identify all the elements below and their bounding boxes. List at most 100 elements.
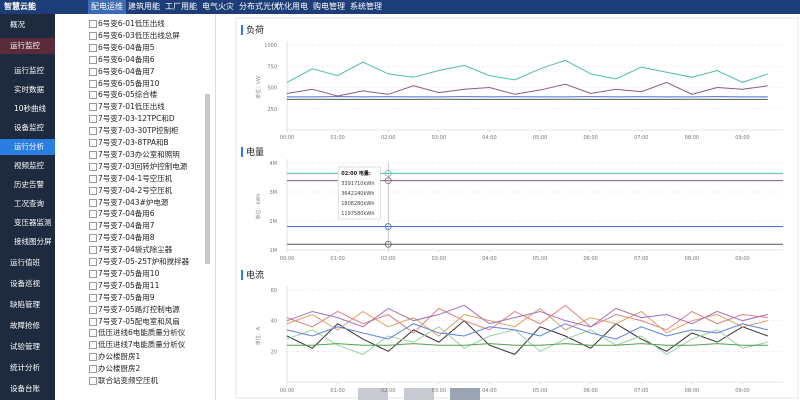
tree-item[interactable]: 7号变7-05备用9 (98, 292, 155, 302)
checkbox[interactable] (89, 139, 97, 147)
x-tick-label: 01:00 (330, 135, 344, 141)
top-bar: 智慧云能 配电运维 建筑用能 工厂用能 电气火灾 分布式光伏 优化用电 购电管理 系统管理 (0, 0, 800, 14)
checkbox[interactable] (89, 150, 97, 159)
menu-item[interactable]: 统计分析 (10, 363, 40, 372)
sub-menu-item[interactable]: 运行监控 (14, 66, 44, 75)
checkbox[interactable] (89, 377, 97, 385)
checkbox[interactable] (89, 127, 97, 136)
tree-item[interactable]: 7号变7-05-25T炉和搅拌器 (98, 257, 190, 266)
menu-item[interactable]: 概况 (10, 20, 25, 29)
checkbox[interactable] (89, 31, 97, 40)
menu-item[interactable]: 运行监控 (0, 38, 55, 54)
tree-item[interactable]: 6号变6-03低压出线总屏 (98, 30, 180, 40)
sub-menu-item[interactable]: 历史告警 (14, 180, 44, 189)
checkbox[interactable] (89, 103, 97, 112)
checkbox[interactable] (89, 186, 97, 195)
menu-item[interactable]: 故障抢修 (10, 321, 40, 330)
tree-item[interactable]: 7号变7-04袋式除尘器 (98, 245, 173, 255)
nav-tab[interactable]: 工厂用能 (165, 2, 197, 11)
nav-tab[interactable]: 建筑用能 (128, 2, 160, 11)
tree-item[interactable]: 6号变6-04备用6 (98, 54, 155, 64)
checkbox[interactable] (89, 115, 97, 124)
tree-item[interactable]: 7号变7-03回转炉控制电源 (98, 161, 188, 171)
checkbox[interactable] (89, 20, 97, 28)
tree-item[interactable]: 联合站变频空压机 (98, 376, 158, 385)
tree-item[interactable]: 7号变7-04备用8 (98, 233, 155, 243)
toolbar-button[interactable] (450, 388, 480, 400)
menu-item[interactable]: 缺陷管理 (10, 300, 40, 309)
sub-menu-item[interactable]: 工况查询 (14, 199, 44, 208)
checkbox[interactable] (89, 79, 97, 88)
tree-item[interactable]: 7号变7-05路灯控制电源 (98, 304, 180, 314)
checkbox[interactable] (89, 293, 97, 302)
tree-item[interactable]: 6号变6-05备用10 (98, 78, 160, 88)
x-tick-label: 02:00 (381, 256, 395, 262)
checkbox[interactable] (89, 341, 97, 350)
checkbox[interactable] (89, 305, 97, 314)
nav-tab[interactable]: 购电管理 (313, 2, 345, 11)
nav-tab[interactable]: 分布式光伏 (239, 2, 279, 11)
menu-item[interactable]: 设备台账 (10, 384, 40, 393)
y-tick-label: 1M (270, 248, 278, 254)
checkbox[interactable] (89, 353, 97, 362)
checkbox[interactable] (89, 55, 97, 64)
checkbox[interactable] (89, 174, 97, 183)
tree-item[interactable]: 7号变7-043#炉电源 (98, 197, 169, 207)
nav-tab[interactable]: 优化用电 (276, 2, 308, 11)
checkbox[interactable] (89, 67, 97, 76)
sub-menu-item[interactable]: 10秒曲线 (14, 104, 47, 113)
tree-item[interactable]: 6号变6-04备用7 (98, 66, 155, 76)
sub-menu-item[interactable]: 设备监控 (14, 123, 44, 132)
checkbox[interactable] (89, 269, 97, 278)
x-tick-label: 03:00 (432, 135, 446, 141)
tree-item[interactable]: 7号变7-03-12TPC和D (98, 114, 175, 124)
menu-item[interactable]: 试验管理 (10, 342, 40, 351)
checkbox[interactable] (89, 258, 97, 266)
checkbox[interactable] (89, 43, 97, 52)
nav-tab[interactable]: 系统管理 (350, 2, 382, 11)
tree-item[interactable]: 办公楼厨房2 (98, 364, 141, 374)
checkbox[interactable] (89, 222, 97, 231)
sub-menu-item[interactable]: 变压器监测 (14, 218, 52, 227)
tree-item[interactable]: 6号变6-05综合楼 (98, 90, 158, 100)
sub-menu-item[interactable]: 视频监控 (14, 161, 44, 170)
tree-item[interactable]: 7号变7-03-8TPA和B (98, 138, 169, 147)
checkbox[interactable] (89, 91, 97, 100)
y-tick-label: 4M (270, 161, 278, 167)
sub-menu-item[interactable]: 接线图分屏 (14, 237, 52, 246)
tree-item[interactable]: 低压进线6电能质量分析仪 (98, 328, 186, 338)
checkbox[interactable] (89, 281, 97, 290)
menu-item[interactable]: 设备巡视 (10, 279, 40, 288)
sub-menu-item[interactable]: 实时数据 (14, 85, 44, 94)
tree-item[interactable]: 7号变7-04备用7 (98, 221, 155, 231)
checkbox[interactable] (89, 162, 97, 171)
checkbox[interactable] (89, 365, 97, 374)
checkbox[interactable] (89, 317, 97, 326)
sub-menu-item[interactable]: 运行分析 (0, 139, 55, 155)
toolbar-button[interactable] (404, 388, 434, 400)
tree-item[interactable]: 办公楼厨房1 (98, 352, 141, 362)
tree-item[interactable]: 6号变6-01低压出线 (98, 19, 165, 28)
checkbox[interactable] (89, 198, 97, 207)
checkbox[interactable] (89, 234, 97, 243)
tree-item[interactable]: 7号变7-03办公室和照明 (98, 149, 180, 159)
tree-item[interactable]: 7号变7-01低压出线 (98, 102, 165, 112)
tree-item[interactable]: 7号变7-05备用10 (98, 268, 160, 278)
tree-item[interactable]: 7号变7-05备用11 (98, 280, 160, 290)
menu-item[interactable]: 运行值班 (10, 258, 40, 267)
tree-item[interactable]: 7号变7-03-30TP控制柜 (98, 126, 179, 136)
nav-tab[interactable]: 配电运维 (88, 0, 126, 14)
x-tick-label: 03:00 (432, 388, 446, 394)
tree-item[interactable]: 低压进线7电能质量分析仪 (98, 340, 186, 350)
checkbox[interactable] (89, 210, 97, 219)
tree-item[interactable]: 7号变7-05配电室和风扇 (98, 316, 180, 326)
nav-tab[interactable]: 电气火灾 (202, 2, 234, 11)
tree-item[interactable]: 7号变7-04备用6 (98, 209, 155, 219)
toolbar-button[interactable] (358, 388, 388, 400)
tree-item[interactable]: 7号变7-04-1号空压机 (98, 173, 173, 183)
x-tick-label: 07:00 (634, 388, 648, 394)
tree-item[interactable]: 6号变6-04备用5 (98, 42, 155, 52)
checkbox[interactable] (89, 329, 97, 338)
tree-item[interactable]: 7号变7-04-2号空压机 (98, 185, 173, 195)
checkbox[interactable] (89, 246, 97, 255)
